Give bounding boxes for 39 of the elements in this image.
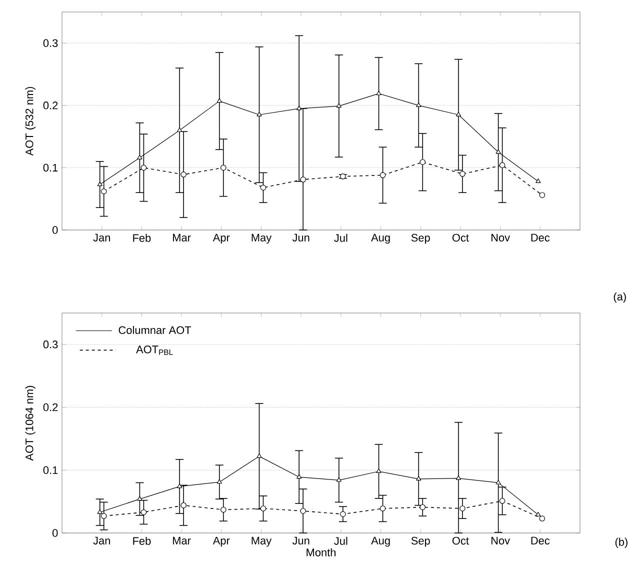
x-tick-label: Nov	[491, 536, 510, 544]
x-tick-label: Jun	[292, 234, 310, 242]
x-tick-label: Aug	[371, 234, 390, 244]
y-axis-title: AOT (1064 nm)	[25, 386, 36, 461]
x-tick-label: Oct	[452, 536, 469, 545]
y-tick-label: 0.2	[43, 102, 58, 110]
x-tick-label: Jan	[93, 234, 110, 242]
y-tick-label: 0.3	[43, 340, 58, 348]
x-tick-label: Sep	[411, 234, 430, 244]
y-tick-label: 0	[52, 226, 58, 234]
x-tick-label: Aug	[371, 536, 390, 547]
x-tick-label: Jan	[93, 536, 110, 544]
x-tick-label: Apr	[212, 234, 230, 244]
x-tick-label: Mar	[173, 536, 191, 544]
y-tick-label: 0.1	[43, 164, 58, 172]
x-tick-label: Jul	[334, 536, 348, 545]
x-tick-label: Feb	[133, 234, 151, 242]
x-tick-label: Apr	[212, 536, 230, 547]
x-tick-label: Oct	[452, 234, 469, 242]
x-tick-label: Nov	[491, 234, 510, 242]
x-axis-title: Month	[306, 548, 336, 556]
x-tick-label: Sep	[411, 536, 430, 547]
x-tick-label: Dec	[531, 536, 550, 544]
y-tick-label: 0.3	[43, 39, 58, 48]
y-tick-label: 0.1	[43, 466, 58, 474]
x-tick-label: May	[252, 234, 272, 244]
text: (b)	[615, 538, 628, 548]
text: (a)	[614, 292, 626, 303]
x-tick-label: May	[252, 536, 272, 547]
x-tick-label: Jun	[292, 536, 310, 544]
x-tick-label: Mar	[173, 234, 191, 242]
legend-label: Columnar AOT	[118, 326, 192, 334]
x-tick-label: Feb	[133, 536, 151, 545]
y-axis-title: AOT (532 nm)	[25, 86, 36, 156]
y-tick-label: 0	[52, 529, 58, 537]
legend-label: AOT$_{PBL}$	[136, 346, 173, 355]
y-tick-label: 0.2	[43, 403, 58, 412]
x-tick-label: Dec	[531, 234, 550, 242]
x-tick-label: Jul	[334, 234, 348, 242]
